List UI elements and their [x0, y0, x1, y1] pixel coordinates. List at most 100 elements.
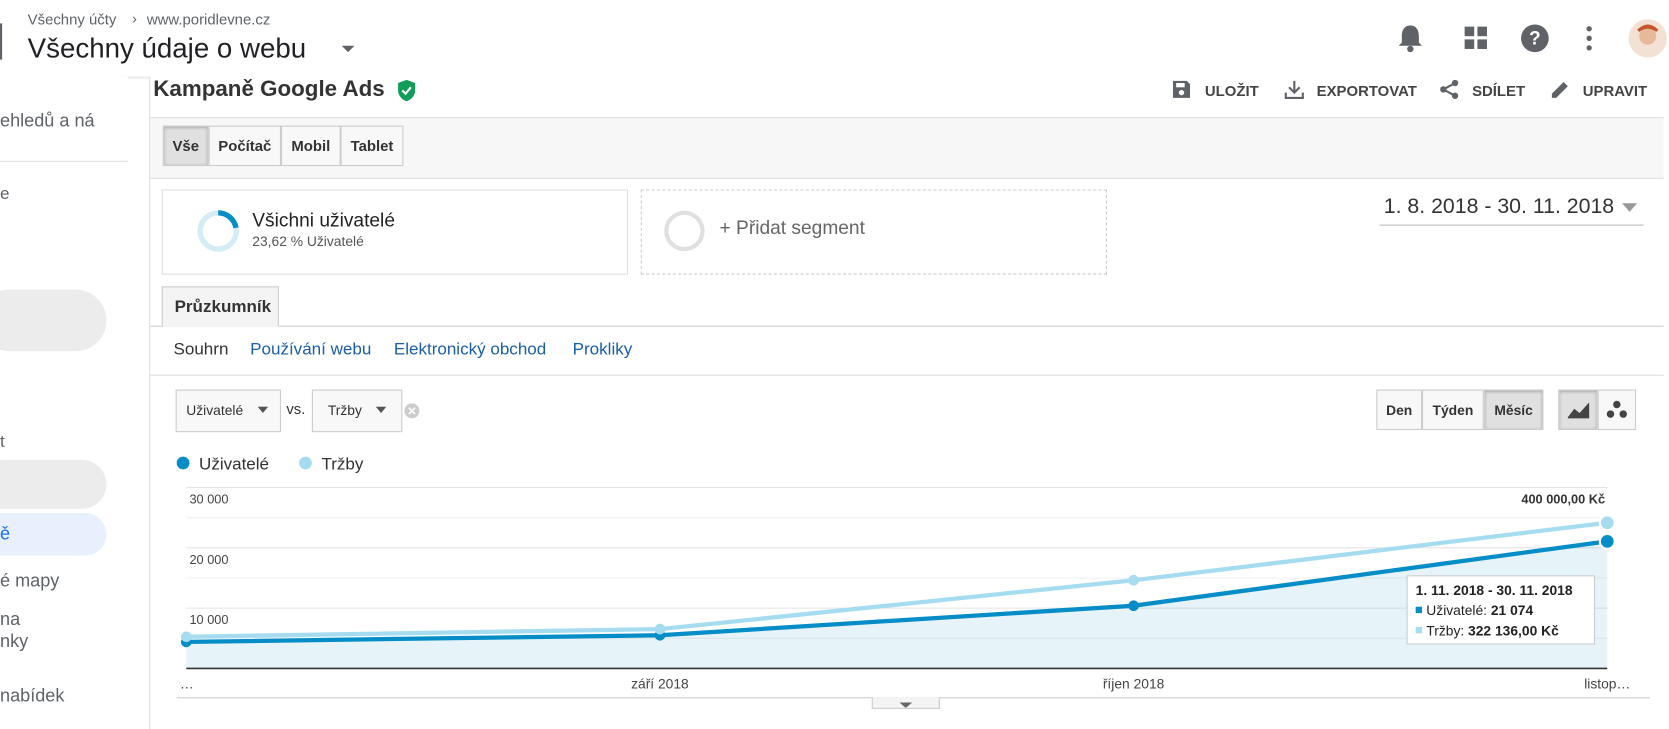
tooltip-value: 21 074 — [1491, 602, 1534, 618]
edit-icon[interactable] — [1550, 79, 1571, 100]
tooltip-row: Uživatelé: 21 074 — [1426, 602, 1533, 618]
series-line — [186, 520, 1608, 639]
tooltip-label: Tržby: — [1426, 622, 1464, 638]
x-tick-label: … — [180, 676, 194, 692]
dropdown-icon[interactable] — [257, 406, 269, 413]
segment-detail: 23,62 % Uživatelé — [252, 233, 364, 250]
tooltip-swatch — [1415, 626, 1423, 634]
y-tick-label: 20 000 — [189, 552, 228, 567]
sidebar-item[interactable]: t — [0, 433, 5, 452]
sidebar — [0, 76, 128, 729]
save-icon[interactable] — [1171, 79, 1192, 100]
segment-name: Všichni uživatelé — [252, 209, 395, 231]
chart-type-button[interactable] — [1558, 389, 1598, 431]
underline — [1379, 224, 1644, 226]
sidebar-item[interactable]: ě — [0, 523, 11, 544]
data-point — [180, 631, 192, 643]
device-button[interactable]: Vše — [162, 125, 209, 167]
dropdown-icon[interactable] — [341, 45, 356, 54]
tab-line — [150, 325, 1664, 327]
motion-chart-icon — [1606, 400, 1627, 418]
device-button[interactable]: Tablet — [340, 125, 404, 167]
avatar[interactable] — [1628, 19, 1667, 58]
view-title[interactable]: Všechny údaje o webu — [27, 31, 307, 64]
more-icon[interactable] — [1584, 26, 1595, 52]
metric-label[interactable]: Tržby — [327, 402, 362, 419]
sidebar-item[interactable]: na — [0, 608, 21, 630]
action-button[interactable]: UPRAVIT — [1582, 81, 1648, 99]
granularity-button[interactable]: Den — [1376, 389, 1423, 431]
subtab[interactable]: Elektronický obchod — [393, 340, 547, 359]
divider — [0, 23, 3, 60]
data-point — [654, 623, 666, 635]
add-segment-card[interactable] — [640, 189, 1107, 275]
data-point — [1598, 514, 1616, 532]
sidebar-item[interactable]: é mapy — [0, 570, 60, 591]
notifications-icon[interactable] — [1397, 23, 1425, 53]
subtab[interactable]: Prokliky — [572, 340, 633, 359]
verified-icon — [398, 79, 416, 102]
action-button[interactable]: EXPORTOVAT — [1316, 81, 1417, 99]
legend-label: Tržby — [321, 454, 363, 473]
area-fill — [186, 541, 1608, 669]
report-title: Kampaně Google Ads — [153, 76, 385, 102]
metric-label[interactable]: Uživatelé — [186, 402, 244, 419]
device-button[interactable]: Mobil — [281, 125, 341, 167]
data-point — [1128, 574, 1139, 586]
segment-placeholder — [664, 210, 705, 252]
remove-icon[interactable] — [403, 402, 420, 419]
metric-select[interactable] — [311, 389, 403, 433]
tooltip-value: 322 136,00 Kč — [1468, 622, 1559, 638]
action-button[interactable]: ULOŽIT — [1204, 81, 1259, 99]
chart-type-button[interactable] — [1597, 389, 1636, 431]
share-icon[interactable] — [1439, 79, 1460, 100]
add-segment[interactable]: + Přidat segment — [719, 217, 865, 239]
y-tick-label: 30 000 — [189, 491, 228, 506]
x-tick-label: říjen 2018 — [1103, 676, 1165, 692]
collapse-handle[interactable] — [871, 697, 940, 709]
y2-tick-label: 400 000,00 Kč — [1521, 491, 1605, 506]
tooltip-title: 1. 11. 2018 - 30. 11. 2018 — [1416, 582, 1573, 598]
y-tick-label: 10 000 — [189, 612, 228, 627]
tooltip-label: Uživatelé: — [1426, 602, 1487, 618]
divider — [150, 374, 1664, 376]
device-button[interactable]: Počítač — [208, 125, 282, 167]
sidebar-item[interactable]: nabídek — [0, 685, 65, 706]
x-tick-label: listop… — [1584, 676, 1630, 692]
granularity-button[interactable]: Měsíc — [1483, 389, 1544, 431]
breadcrumb[interactable]: Všechny účty — [27, 10, 117, 28]
divider — [0, 160, 128, 162]
tab[interactable] — [161, 286, 279, 327]
subtab[interactable]: Souhrn — [173, 340, 229, 359]
granularity-button[interactable]: Týden — [1422, 389, 1484, 431]
date-range[interactable]: 1. 8. 2018 - 30. 11. 2018 — [1383, 194, 1615, 219]
tab-label[interactable]: Průzkumník — [174, 298, 272, 317]
data-point — [1128, 600, 1139, 612]
sidebar-active — [0, 513, 107, 556]
segment-card[interactable] — [161, 189, 629, 275]
dropdown-icon[interactable] — [375, 406, 387, 413]
line-chart-icon — [1567, 402, 1589, 419]
x-tick-label: září 2018 — [631, 676, 689, 692]
breadcrumb[interactable]: www.poridlevne.cz — [146, 10, 271, 28]
sidebar-item[interactable]: ehledů a ná — [0, 110, 95, 131]
sidebar-item[interactable]: nky — [0, 631, 29, 652]
help-icon[interactable]: ? — [1520, 23, 1550, 53]
series-line — [186, 539, 1608, 645]
svg-text:?: ? — [1529, 29, 1541, 50]
legend-swatch — [299, 456, 312, 470]
tooltip-box — [1406, 575, 1596, 645]
subtab[interactable]: Používání webu — [250, 340, 372, 359]
sidebar-item[interactable]: e — [0, 185, 10, 204]
apps-icon[interactable] — [1464, 26, 1490, 52]
tooltip-swatch — [1415, 606, 1423, 614]
action-button[interactable]: SDÍLET — [1472, 81, 1526, 99]
sidebar-highlight — [0, 289, 107, 352]
dropdown-icon[interactable] — [1621, 202, 1638, 213]
legend-label: Uživatelé — [199, 454, 269, 473]
export-icon[interactable] — [1284, 79, 1305, 100]
sidebar-highlight — [0, 459, 107, 509]
data-point — [1598, 532, 1616, 550]
top-bar — [0, 0, 1669, 77]
